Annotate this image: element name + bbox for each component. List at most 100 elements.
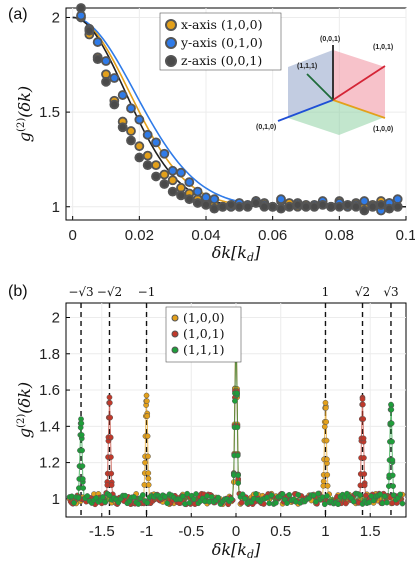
- panel-b-ytick-label: 1: [52, 491, 60, 508]
- panel-a-point: [184, 177, 195, 188]
- panel-b-peak-point: [79, 463, 86, 469]
- panel-a-point: [151, 171, 161, 182]
- panel-b-point: [164, 500, 171, 507]
- inset-axis-101: [332, 65, 386, 101]
- panel-b-point: [139, 492, 146, 498]
- panel-b-peak-point: [389, 457, 396, 463]
- panel-b-xtick-label: 0.5: [270, 523, 291, 540]
- panel-a-point: [167, 165, 178, 176]
- panel-a-point: [117, 90, 128, 100]
- panel-b-peak-point: [323, 437, 330, 444]
- panel-b-peak-point: [234, 390, 240, 397]
- panel-b-point: [142, 459, 148, 466]
- panel-a-xtick-label: 0.08: [325, 227, 354, 244]
- panel-a-point: [117, 122, 128, 133]
- panel-b-peak-point: [360, 416, 367, 422]
- panel-b-peak-point: [144, 413, 151, 419]
- inset-label-010: (0,1,0): [256, 124, 276, 131]
- legend-b-label-111: (1,1,1): [183, 342, 225, 357]
- panel-b-point: [284, 500, 290, 507]
- panel-b-point: [273, 499, 279, 506]
- panel-b: (b) -1.5 -1 -0.5 0 0.5 1 1.5 1 1.2 1.4 1.6 1.8 2 −√3…: [8, 283, 407, 561]
- panel-b-peak-point: [143, 392, 150, 399]
- legend-a-marker-y: [165, 37, 177, 49]
- panel-b-peak-point: [106, 394, 113, 401]
- panel-a-point: [392, 201, 403, 212]
- panel-b-xtick-label: 1: [321, 523, 329, 540]
- panel-b-point: [399, 500, 406, 507]
- inset-cube: (0,0,1) (1,1,1) (1,0,1) (0,1,0) (1,0,0): [256, 36, 393, 135]
- panel-b-ytick-label: 1.2: [39, 455, 60, 472]
- panel-a-point: [176, 167, 186, 178]
- panel-a-point: [209, 194, 220, 205]
- panel-b-point: [162, 493, 168, 500]
- panel-a-ylabel: g(2)(δk): [15, 86, 34, 142]
- panel-b-peak-point: [145, 453, 151, 460]
- panel-b-point: [71, 500, 77, 506]
- panel-b-peak-point: [388, 401, 394, 408]
- panel-b-point: [315, 490, 321, 497]
- inset-axis-x: [332, 99, 386, 119]
- panel-a-point: [351, 201, 361, 212]
- panel-b-ytick-label: 1.6: [39, 382, 60, 399]
- panel-a-point: [367, 201, 378, 212]
- panel-a-point: [326, 201, 336, 212]
- panel-b-point: [190, 496, 197, 503]
- panel-a-point: [151, 137, 161, 148]
- panel-b-xtick-label: 0: [232, 523, 240, 540]
- panel-b-point: [215, 494, 222, 501]
- panel-a-point: [126, 135, 136, 146]
- panel-b-point: [75, 494, 82, 501]
- panel-a-point: [226, 199, 236, 210]
- panel-a-point: [167, 186, 178, 197]
- panel-a-point: [234, 201, 245, 212]
- panel-b-xtick-label: -1.5: [89, 523, 115, 540]
- panel-b-point: [286, 491, 293, 498]
- panel-b-point: [122, 492, 128, 499]
- panel-a-point: [159, 169, 170, 180]
- panel-b-peak-point: [324, 483, 331, 489]
- panel-a-ytick-label: 1.5: [39, 104, 60, 121]
- panel-a-ticks: 0 0.02 0.04 0.06 0.08 0.1 1 1.5 2: [39, 9, 415, 244]
- panel-b-point: [324, 493, 330, 499]
- panel-b-ytick-label: 1.4: [39, 418, 60, 435]
- legend-b-label-100: (1,0,0): [183, 310, 225, 325]
- panel-b-xtick-label: 1.5: [360, 523, 381, 540]
- panel-a-point: [259, 201, 270, 212]
- panel-a-point: [134, 152, 145, 163]
- panel-a-point: [126, 126, 136, 136]
- panel-a-point: [201, 199, 211, 210]
- panel-a-point: [151, 160, 161, 171]
- panel-b-point: [335, 501, 341, 508]
- panel-a-point: [359, 196, 370, 206]
- panel-a-point: [317, 199, 328, 210]
- panel-b-point: [279, 491, 286, 497]
- panel-b-peak-point: [108, 482, 115, 488]
- legend-b-label-101: (1,0,1): [183, 326, 225, 341]
- panel-b-peak-point: [234, 452, 241, 459]
- inset-label-001: (0,0,1): [320, 36, 340, 43]
- panel-b-peak-point: [80, 485, 87, 491]
- panel-a-legend: x-axis (1,0,0) y-axis (0,1,0) z-axis (0,…: [159, 12, 282, 71]
- panel-b-peak-point: [361, 471, 368, 477]
- panel-b-point: [242, 495, 248, 502]
- panel-a-point: [292, 199, 303, 210]
- panel-b-point: [313, 498, 319, 505]
- panel-b-point: [145, 475, 152, 482]
- panel-a-point: [142, 129, 153, 140]
- panel-a-point: [92, 37, 103, 47]
- panel-a-point: [101, 56, 111, 66]
- panel-a-point: [276, 194, 286, 205]
- panel-b-xlabel: δk[kd]: [212, 540, 261, 561]
- panel-b-annotation-label: −1: [138, 285, 156, 299]
- panel-a-xlabel: δk[kd]: [212, 243, 261, 264]
- panel-a-point: [359, 205, 370, 216]
- inset-label-111: (1,1,1): [297, 63, 317, 70]
- panel-a-point: [309, 201, 320, 212]
- panel-a-point: [134, 114, 145, 125]
- panel-a-xtick-label: 0.04: [191, 227, 220, 244]
- panel-a-point: [267, 201, 278, 212]
- legend-b-marker-100: [171, 314, 179, 322]
- panel-b-annotation-label: −√2: [97, 285, 122, 299]
- panel-b-peak-point: [78, 432, 85, 438]
